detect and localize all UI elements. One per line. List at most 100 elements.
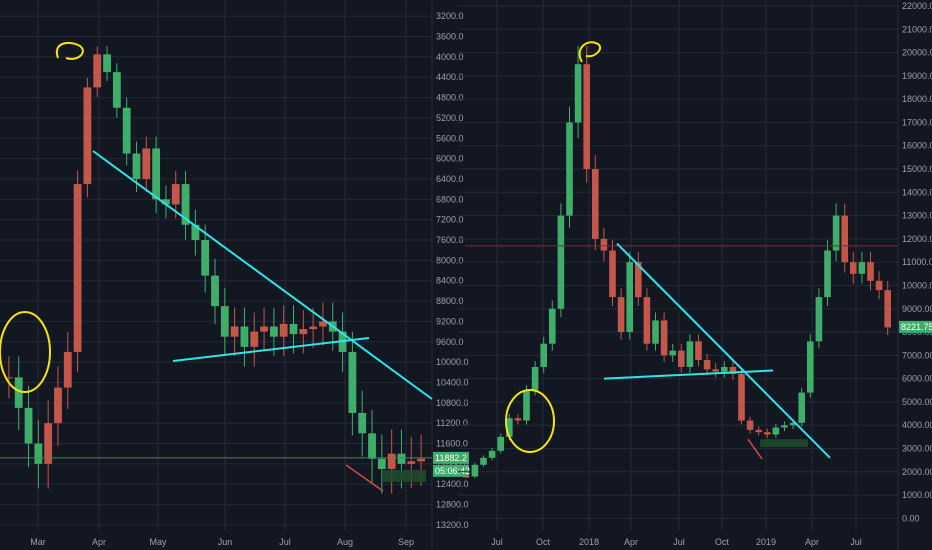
left-y-tick-label: 10000.0 [436, 357, 469, 367]
left-resistance-trendline[interactable] [92, 150, 433, 400]
left-candle-body [5, 377, 13, 379]
left-candle-body [309, 326, 318, 330]
left-candle-body [417, 458, 425, 462]
left-candle-body [14, 377, 23, 408]
right-resistance-trendline[interactable] [616, 242, 831, 459]
left-candle-body [132, 153, 141, 179]
left-candle-body [191, 224, 200, 241]
right-top-circle[interactable] [578, 41, 602, 63]
left-candle-body [24, 407, 33, 444]
right-support-box [760, 439, 808, 448]
left-candle-body [142, 148, 151, 179]
right-y-tick-label: 17000.00 [902, 117, 932, 127]
right-candle-body [497, 436, 504, 451]
left-candle-body [181, 184, 190, 225]
right-y-tick-label: 6000.00 [902, 374, 932, 384]
right-candle-body [514, 418, 522, 421]
right-candle-body [626, 262, 633, 333]
left-y-tick-label: 8000.0 [436, 255, 464, 265]
right-candle-body [841, 215, 848, 263]
right-y-tick-label: 14000.00 [902, 187, 932, 197]
right-candle-body [678, 350, 685, 367]
left-candle-body [289, 323, 298, 335]
right-candle-body [686, 341, 694, 367]
right-y-tick-label: 16000.00 [902, 141, 932, 151]
right-candle-body [832, 215, 840, 251]
left-chart-panel[interactable]: 3200.0 3600.0 4000.0 4400.0 4800.0 5200.0 5600… [0, 0, 470, 550]
right-candle-body [815, 297, 823, 342]
left-y-tick-label: 7200.0 [436, 215, 464, 225]
right-candle-body [566, 122, 573, 216]
left-y-tick-label: 11600.0 [436, 439, 468, 449]
right-candle-body [781, 425, 788, 428]
left-countdown-label: 05:06:42 [435, 466, 470, 476]
left-candle-body [152, 148, 161, 200]
left-candle-body [73, 184, 82, 352]
right-y-tick-label: 3000.00 [902, 443, 932, 453]
left-candle-body [387, 453, 396, 469]
left-x-tick-label: Aug [337, 537, 353, 547]
left-candle-body [112, 72, 121, 108]
right-candle-body [660, 320, 668, 356]
right-price-label: 8221.75 [901, 322, 932, 332]
left-candle-body [44, 423, 53, 464]
left-y-tick-label: 8400.0 [436, 276, 464, 286]
left-x-tick-label: Mar [30, 537, 46, 547]
right-candle-body [549, 308, 556, 344]
left-candle-body [103, 54, 111, 73]
left-y-tick-label: 3600.0 [436, 32, 464, 42]
right-x-tick-label: Jul [850, 537, 862, 547]
right-candle-body [583, 64, 590, 170]
right-candle-body [488, 450, 496, 458]
left-y-tick-label: 9600.0 [436, 337, 464, 347]
left-candle-body [250, 331, 259, 347]
right-candle-body [824, 250, 831, 298]
left-y-tick-label: 5600.0 [436, 133, 464, 143]
left-y-tick-label: 13200.0 [436, 520, 469, 530]
right-candle-body [772, 427, 780, 435]
left-top-circle[interactable] [55, 41, 84, 60]
right-candle-body [738, 373, 745, 421]
right-candle-body [746, 420, 754, 430]
right-candle-body [721, 366, 728, 372]
left-y-tick-label: 6400.0 [436, 174, 464, 184]
left-candle-body [83, 87, 92, 185]
right-candle-body [652, 320, 659, 344]
left-candle-body [368, 433, 376, 459]
right-support-trendline[interactable] [603, 369, 774, 380]
right-y-tick-label: 15000.00 [902, 164, 932, 174]
left-red-line [345, 464, 384, 492]
right-candle-body [600, 238, 608, 251]
right-candle-body [617, 297, 625, 333]
right-x-tick-label: 2018 [579, 537, 599, 547]
right-y-tick-label: 2000.00 [902, 467, 932, 477]
left-candle-body [63, 351, 72, 388]
left-support-box [382, 470, 426, 482]
left-price-label: 11882.2 [435, 453, 467, 463]
left-y-tick-label: 4400.0 [436, 72, 464, 82]
left-candle-body [240, 326, 249, 347]
left-y-tick-label: 4800.0 [436, 93, 464, 103]
left-support-trendline[interactable] [172, 337, 370, 362]
right-candle-body [755, 429, 762, 433]
left-base-circle[interactable] [0, 311, 51, 393]
left-candle-body [34, 443, 43, 464]
right-candle-body [703, 359, 711, 370]
left-y-tick-label: 11200.0 [436, 418, 468, 428]
left-x-tick-label: Apr [92, 537, 106, 547]
right-y-tick-label: 4000.00 [902, 420, 932, 430]
right-candle-body [875, 280, 883, 291]
right-base-circle[interactable] [505, 389, 555, 453]
left-y-tick-label: 12400.0 [436, 479, 469, 489]
right-candle-body [609, 250, 616, 298]
left-y-tick-label: 6000.0 [436, 154, 464, 164]
right-candle-body [729, 366, 737, 374]
right-chart-panel[interactable]: 0.00 1000.00 2000.00 3000.00 4000.00 5000.00 6… [458, 0, 932, 550]
right-y-tick-label: 7000.00 [902, 350, 932, 360]
left-y-tick-label: 7600.0 [436, 235, 464, 245]
left-countdown-badge [433, 464, 469, 477]
left-candle-body [319, 321, 327, 327]
left-y-tick-label: 8800.0 [436, 296, 464, 306]
left-x-tick-label: Jul [279, 537, 291, 547]
right-y-tick-label: 13000.00 [902, 211, 932, 221]
